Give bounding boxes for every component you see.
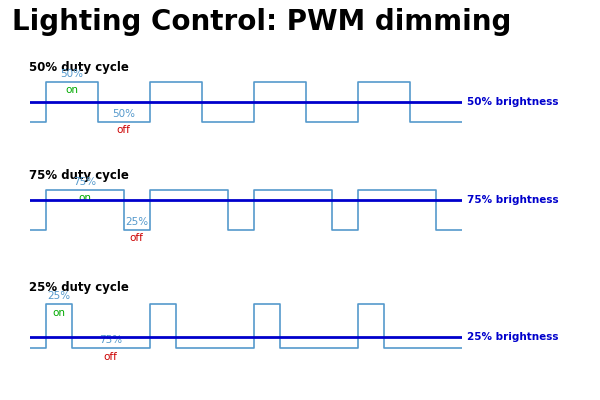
Text: off: off [130, 233, 143, 243]
Text: 50%: 50% [112, 109, 135, 119]
Text: Lighting Control: PWM dimming: Lighting Control: PWM dimming [12, 8, 511, 36]
Text: 25%: 25% [125, 217, 148, 227]
Text: 75% brightness: 75% brightness [467, 195, 559, 205]
Text: on: on [78, 193, 91, 203]
Text: 75% duty cycle: 75% duty cycle [29, 169, 129, 182]
Text: off: off [104, 352, 118, 362]
Text: 25% duty cycle: 25% duty cycle [29, 281, 129, 294]
Text: 25% brightness: 25% brightness [467, 332, 559, 342]
Text: 50% duty cycle: 50% duty cycle [29, 61, 129, 74]
Text: 50%: 50% [60, 69, 83, 79]
Text: 75%: 75% [99, 335, 122, 345]
Text: on: on [52, 308, 65, 318]
Text: 50% brightness: 50% brightness [467, 97, 559, 107]
Text: on: on [65, 85, 78, 95]
Text: 75%: 75% [73, 177, 96, 187]
Text: off: off [117, 125, 131, 135]
Text: 25%: 25% [47, 291, 70, 301]
